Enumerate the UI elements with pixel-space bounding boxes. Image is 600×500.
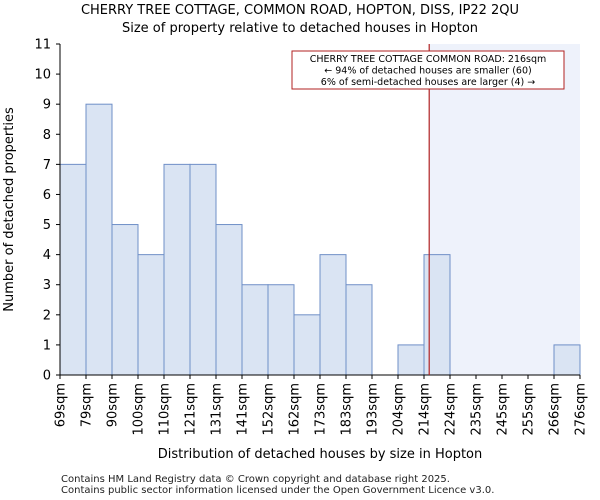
x-tick-label: 90sqm	[106, 383, 121, 427]
x-tick-label: 121sqm	[184, 383, 199, 436]
bar	[111, 224, 139, 376]
y-tick-label: 6	[43, 188, 51, 203]
highlight-region	[429, 44, 580, 375]
x-tick-label: 224sqm	[444, 383, 459, 436]
x-tick-label: 235sqm	[470, 383, 485, 436]
x-tick-label: 214sqm	[418, 383, 433, 436]
x-tick-label: 110sqm	[158, 383, 173, 436]
annotation-line: 6% of semi-detached houses are larger (4…	[321, 77, 535, 88]
x-tick-label: 131sqm	[210, 383, 225, 436]
x-tick-label: 255sqm	[522, 383, 537, 436]
x-tick-label: 162sqm	[288, 383, 303, 436]
bar	[85, 103, 113, 376]
annotation-line: ← 94% of detached houses are smaller (60…	[324, 66, 531, 77]
bar	[423, 254, 451, 376]
x-tick-label: 183sqm	[340, 383, 355, 436]
bar	[189, 163, 217, 376]
x-tick-label: 79sqm	[80, 383, 95, 427]
x-tick-label: 193sqm	[366, 383, 381, 436]
y-tick-label: 7	[43, 158, 51, 173]
chart-subtitle: Size of property relative to detached ho…	[121, 21, 479, 36]
annotation-box	[291, 50, 565, 90]
x-tick-label: 100sqm	[132, 383, 147, 436]
x-tick-label: 152sqm	[262, 383, 277, 436]
bar	[163, 163, 191, 376]
bar	[267, 284, 295, 376]
x-tick-label: 141sqm	[236, 383, 251, 436]
bar	[59, 163, 87, 376]
footer-line-2: Contains public sector information licen…	[61, 485, 495, 496]
y-tick-label: 9	[43, 98, 51, 113]
x-tick-label: 245sqm	[496, 383, 511, 436]
bar	[215, 224, 243, 376]
x-tick-label: 173sqm	[314, 383, 329, 436]
y-tick-label: 0	[43, 369, 51, 384]
bar	[553, 344, 581, 376]
bar	[345, 284, 373, 376]
y-tick-label: 3	[43, 278, 51, 293]
y-tick-label: 4	[43, 248, 51, 263]
y-tick-label: 8	[43, 128, 51, 143]
x-axis-label: Distribution of detached houses by size …	[158, 447, 483, 462]
y-tick-label: 10	[34, 68, 51, 83]
y-axis-label: Number of detached properties	[2, 107, 17, 312]
chart-title: CHERRY TREE COTTAGE, COMMON ROAD, HOPTON…	[80, 3, 520, 18]
x-tick-label: 69sqm	[54, 383, 69, 427]
bar	[241, 284, 269, 376]
y-tick-label: 2	[43, 308, 51, 323]
bar	[137, 254, 165, 376]
bar	[397, 344, 425, 376]
bar	[293, 314, 321, 376]
x-tick-label: 204sqm	[392, 383, 407, 436]
x-tick-label: 266sqm	[548, 383, 563, 436]
x-tick-label: 276sqm	[574, 383, 589, 436]
annotation-line: CHERRY TREE COTTAGE COMMON ROAD: 216sqm	[310, 54, 547, 65]
footer-line-1: Contains HM Land Registry data © Crown c…	[61, 474, 450, 485]
y-tick-label: 1	[43, 338, 51, 353]
y-tick-label: 5	[43, 218, 51, 233]
bar	[319, 254, 347, 376]
y-tick-label: 11	[34, 38, 51, 53]
